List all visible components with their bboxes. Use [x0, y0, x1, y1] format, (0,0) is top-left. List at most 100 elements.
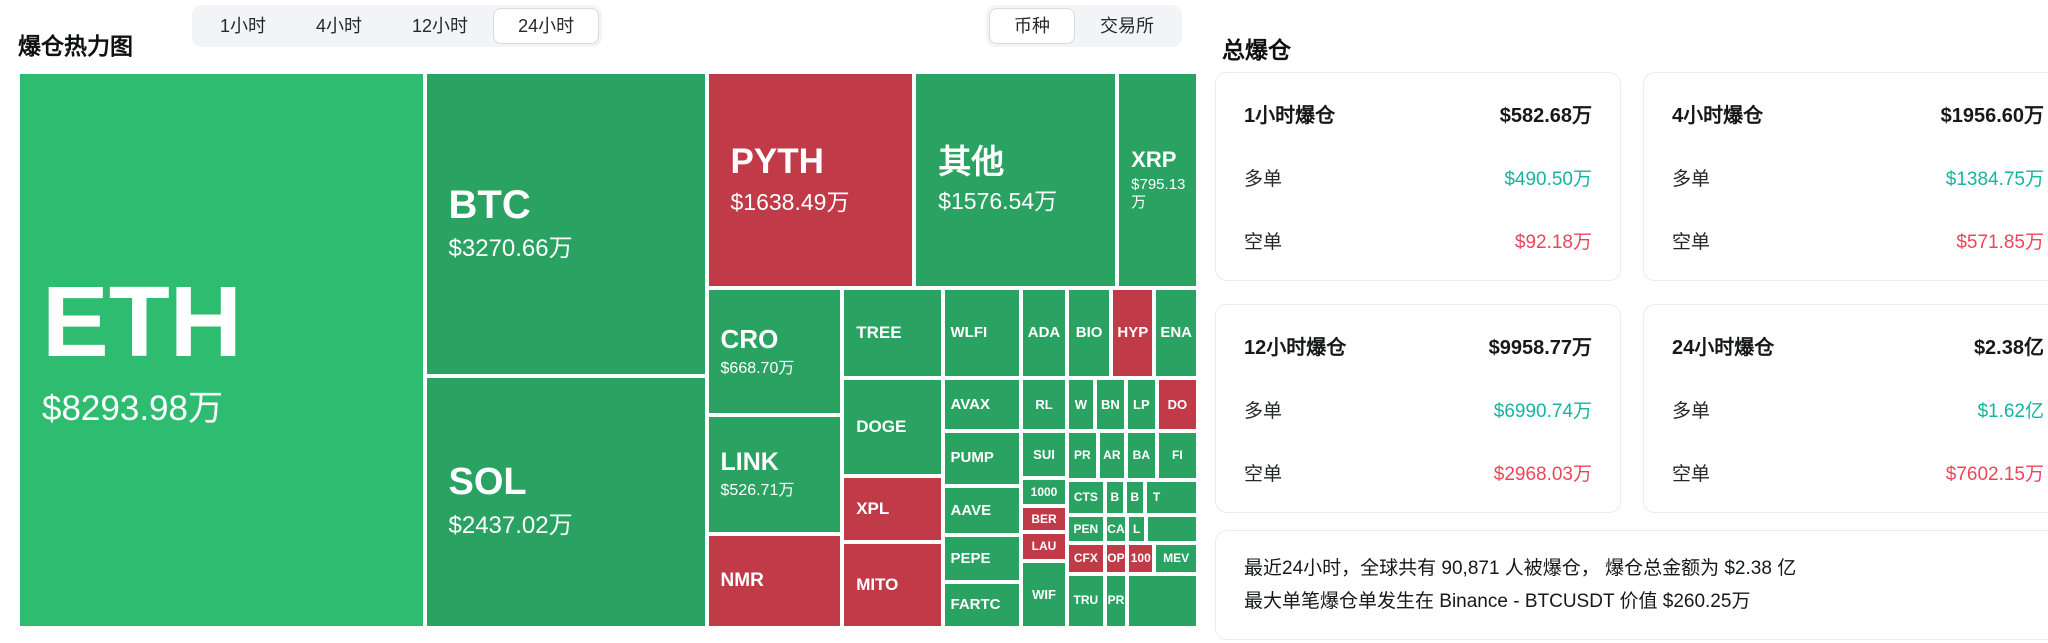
- treemap-cell-tree[interactable]: TREE: [842, 288, 943, 379]
- treemap-cell-label: ETH: [42, 266, 242, 379]
- treemap-cell-do[interactable]: DO: [1156, 378, 1198, 431]
- treemap-cell-b[interactable]: B: [1104, 480, 1125, 515]
- treemap-cell-1000[interactable]: 1000: [1021, 478, 1068, 507]
- treemap-cell-label: B: [1110, 490, 1120, 505]
- treemap-cell-label: SUI: [1033, 446, 1055, 462]
- treemap-cell-label: MEV: [1163, 551, 1190, 566]
- treemap-cell-label: XPL: [856, 499, 890, 519]
- treemap-cell-pyth[interactable]: PYTH $1638.49万: [706, 72, 915, 289]
- treemap-cell-label: DO: [1167, 396, 1188, 412]
- treemap-cell-label: LINK: [720, 448, 779, 477]
- treemap-cell-pr[interactable]: PR: [1067, 430, 1098, 481]
- treemap-cell-label: PEN: [1073, 521, 1099, 536]
- treemap-cell-label: ADA: [1027, 324, 1061, 342]
- treemap-cell-label: PYTH: [730, 141, 824, 181]
- treemap-cell-bio[interactable]: BIO: [1067, 288, 1112, 379]
- card-title: 24小时爆仓: [1672, 337, 1775, 359]
- treemap-cell-label: BN: [1100, 396, 1120, 412]
- treemap-cell-label: CFX: [1073, 551, 1098, 566]
- treemap-cell-label: WLFI: [950, 324, 988, 342]
- treemap-cell-fartc[interactable]: FARTC: [942, 582, 1021, 628]
- treemap-cell-ber[interactable]: BER: [1021, 506, 1068, 532]
- treemap-cell-label: PUMP: [950, 449, 994, 467]
- long-label: 多单: [1244, 169, 1283, 190]
- treemap-cell-tru[interactable]: TRU: [1067, 573, 1105, 628]
- treemap-cell-wif[interactable]: WIF: [1021, 561, 1068, 628]
- treemap-cell-label: BER: [1031, 511, 1057, 526]
- treemap-cell-label: XRP: [1131, 146, 1177, 172]
- treemap-cell-label: TREE: [856, 323, 902, 343]
- treemap-cell-hyp[interactable]: HYP: [1111, 288, 1155, 379]
- long-label: 多单: [1672, 401, 1711, 422]
- short-label: 空单: [1244, 232, 1283, 253]
- treemap-cell-rl[interactable]: RL: [1021, 378, 1068, 431]
- time-tab-12h[interactable]: 12小时: [387, 8, 493, 44]
- treemap-cell-label: OP: [1107, 551, 1125, 566]
- treemap-cell-btc[interactable]: BTC $3270.66万: [424, 72, 707, 376]
- treemap-cell-w[interactable]: W: [1067, 378, 1095, 431]
- short-label: 空单: [1672, 232, 1711, 253]
- treemap-cell-ba[interactable]: BA: [1126, 430, 1157, 481]
- treemap-cell-label: CA: [1107, 521, 1125, 536]
- time-tab-1h[interactable]: 1小时: [195, 8, 291, 44]
- treemap-cell-sol[interactable]: SOL $2437.02万: [424, 375, 707, 628]
- treemap-cell-cts[interactable]: CTS: [1067, 480, 1105, 515]
- treemap-cell-label: BIO: [1075, 324, 1103, 342]
- treemap-cell-lau[interactable]: LAU: [1021, 531, 1068, 562]
- treemap-cell-cfx[interactable]: CFX: [1067, 543, 1105, 574]
- card-title: 12小时爆仓: [1244, 337, 1347, 359]
- treemap-cell-xpl[interactable]: XPL: [842, 476, 943, 542]
- treemap-cell-xrp[interactable]: XRP $795.13万: [1117, 72, 1198, 289]
- treemap-cell-100[interactable]: 100: [1127, 543, 1155, 574]
- treemap-cell-50[interactable]: [1127, 573, 1198, 628]
- treemap-cell-nmr[interactable]: NMR: [706, 534, 843, 628]
- treemap-cell-pr[interactable]: PR: [1104, 573, 1128, 628]
- treemap-cell-label: LAU: [1031, 539, 1057, 554]
- treemap-cell-label: DOGE: [856, 417, 907, 437]
- treemap-cell-ar[interactable]: AR: [1097, 430, 1126, 481]
- treemap-cell-pepe[interactable]: PEPE: [942, 535, 1021, 583]
- treemap-cell-label: AVAX: [950, 395, 990, 413]
- stat-card-4h: 4小时爆仓 $1956.60万 多单 $1384.75万 空单 $571.85万: [1643, 72, 2048, 281]
- treemap-cell-t[interactable]: T: [1144, 480, 1198, 515]
- treemap-cell-link[interactable]: LINK $526.71万: [706, 415, 843, 535]
- liquidation-treemap: ETH $8293.98万 BTC $3270.66万 SOL $2437.02万 PYTH…: [18, 72, 1198, 628]
- treemap-cell-op[interactable]: OP: [1104, 543, 1128, 574]
- view-tab-coin[interactable]: 币种: [989, 8, 1075, 44]
- treemap-cell-value: $2437.02万: [448, 511, 573, 539]
- treemap-cell-l[interactable]: L: [1127, 514, 1147, 544]
- page-title: 爆仓热力图: [18, 33, 133, 60]
- treemap-cell-mev[interactable]: MEV: [1154, 543, 1198, 574]
- treemap-cell-label: PEPE: [950, 549, 991, 567]
- treemap-cell-eth[interactable]: ETH $8293.98万: [18, 72, 425, 628]
- card-title: 1小时爆仓: [1244, 105, 1336, 127]
- treemap-cell-mito[interactable]: MITO: [842, 541, 943, 628]
- treemap-cell-fi[interactable]: FI: [1156, 430, 1198, 481]
- treemap-cell-其他[interactable]: 其他 $1576.54万: [914, 72, 1118, 289]
- treemap-cell-ca[interactable]: CA: [1104, 514, 1128, 544]
- treemap-cell-ena[interactable]: ENA: [1154, 288, 1198, 379]
- treemap-cell-pump[interactable]: PUMP: [942, 430, 1021, 486]
- stat-card-24h: 24小时爆仓 $2.38亿 多单 $1.62亿 空单 $7602.15万: [1643, 304, 2048, 513]
- treemap-cell-cro[interactable]: CRO $668.70万: [706, 288, 843, 416]
- time-tab-24h[interactable]: 24小时: [493, 8, 600, 44]
- treemap-cell-40[interactable]: [1146, 514, 1198, 544]
- treemap-cell-b[interactable]: B: [1124, 480, 1145, 515]
- treemap-cell-ada[interactable]: ADA: [1021, 288, 1068, 379]
- treemap-cell-wlfi[interactable]: WLFI: [942, 288, 1021, 379]
- treemap-cell-label: AAVE: [950, 501, 992, 519]
- summary-line-1: 最近24小时，全球共有 90,871 人被爆仓， 爆仓总金额为 $2.38 亿: [1244, 557, 1797, 579]
- treemap-cell-lp[interactable]: LP: [1126, 378, 1157, 431]
- stat-card-1h: 1小时爆仓 $582.68万 多单 $490.50万 空单 $92.18万: [1215, 72, 1621, 281]
- treemap-cell-aave[interactable]: AAVE: [942, 485, 1021, 536]
- treemap-cell-value: $8293.98万: [42, 388, 223, 428]
- treemap-cell-sui[interactable]: SUI: [1021, 430, 1068, 479]
- treemap-cell-doge[interactable]: DOGE: [842, 378, 943, 477]
- treemap-cell-avax[interactable]: AVAX: [942, 378, 1021, 431]
- long-label: 多单: [1244, 401, 1283, 422]
- view-tab-exchange[interactable]: 交易所: [1075, 8, 1179, 44]
- card-total: $2.38亿: [1973, 337, 2044, 359]
- time-tab-4h[interactable]: 4小时: [291, 8, 387, 44]
- treemap-cell-pen[interactable]: PEN: [1067, 514, 1105, 544]
- treemap-cell-bn[interactable]: BN: [1094, 378, 1127, 431]
